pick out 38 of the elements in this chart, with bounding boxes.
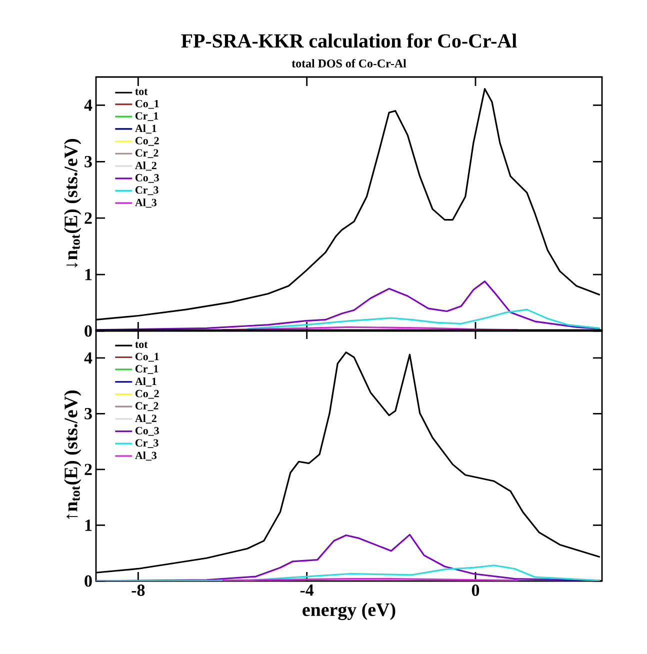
legend-label: Al_1 bbox=[135, 124, 156, 134]
y-tick-label: 2 bbox=[84, 464, 92, 476]
x-tick-label: -8 bbox=[132, 584, 145, 596]
legend-label: tot bbox=[135, 342, 148, 348]
y-tick-label: 3 bbox=[84, 156, 92, 168]
y-tick-label: 4 bbox=[84, 352, 92, 364]
y-tick-label: 1 bbox=[85, 268, 92, 280]
chart-title: FP-SRA-KKR calculation for Co-Cr-Al bbox=[181, 33, 517, 48]
y-tick-label: 0 bbox=[84, 575, 92, 587]
chart-subtitle: total DOS of Co-Cr-Al bbox=[292, 58, 406, 68]
legend-label: Al_3 bbox=[135, 198, 157, 208]
y-tick-label: 0 bbox=[84, 325, 92, 337]
legend-label: tot bbox=[135, 88, 148, 96]
y-tick-label: 4 bbox=[84, 100, 92, 111]
legend-label: Al_2 bbox=[135, 161, 156, 171]
legend-label: Cr_3 bbox=[135, 439, 158, 448]
legend-label: Al_3 bbox=[135, 451, 157, 461]
y-axis-title: ↓n$_{tot}$(E) (sts./eV) bbox=[64, 139, 82, 268]
legend-label: Co_3 bbox=[135, 174, 159, 183]
legend-label: Co_1 bbox=[135, 352, 159, 362]
x-tick-label: 0 bbox=[472, 584, 480, 596]
y-tick-label: 1 bbox=[85, 520, 92, 531]
legend-label: Cr_2 bbox=[135, 149, 158, 158]
legend-label: Co_3 bbox=[135, 426, 159, 436]
legend-label: Co_1 bbox=[135, 100, 159, 109]
legend-label: Cr_2 bbox=[135, 402, 158, 411]
legend-label: Cr_3 bbox=[135, 186, 158, 196]
legend-label: Cr_1 bbox=[135, 365, 158, 374]
x-axis-title: energy (eV) bbox=[302, 602, 396, 620]
legend-label: Co_2 bbox=[135, 390, 159, 399]
y-tick-label: 3 bbox=[84, 408, 92, 420]
legend-label: Al_1 bbox=[135, 377, 156, 386]
y-axis-title: ↑n$_{tot}$(E) (sts./eV) bbox=[64, 390, 82, 519]
x-tick-label: -4 bbox=[300, 584, 314, 596]
legend-label: Co_2 bbox=[135, 137, 159, 146]
legend-label: Al_2 bbox=[135, 414, 156, 424]
y-tick-label: 2 bbox=[84, 212, 92, 224]
legend-label: Cr_1 bbox=[135, 112, 158, 121]
